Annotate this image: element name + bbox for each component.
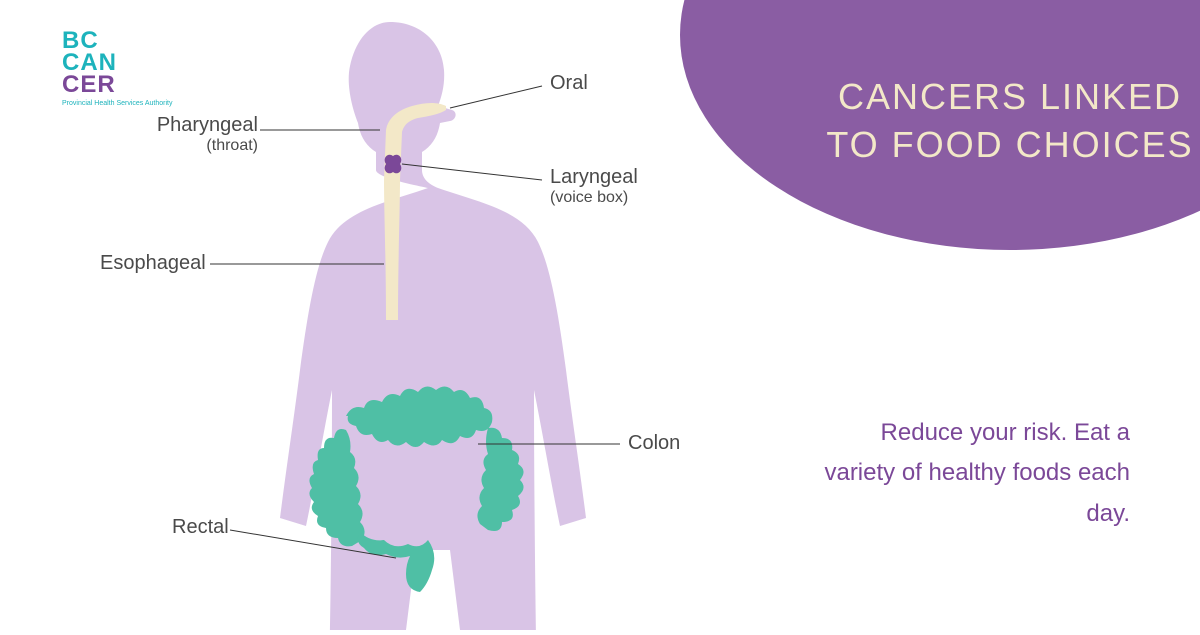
title-line-1: CANCERS LINKED [838, 76, 1182, 117]
title-line-2: TO FOOD CHOICES [826, 124, 1193, 165]
label-oral: Oral [550, 72, 588, 95]
label-laryngeal-sub: (voice box) [550, 189, 638, 207]
label-laryngeal: Laryngeal (voice box) [550, 166, 638, 207]
tagline-text: Reduce your risk. Eat a variety of healt… [820, 413, 1130, 535]
label-esophageal: Esophageal [100, 252, 206, 275]
label-pharyngeal-text: Pharyngeal [157, 114, 258, 136]
label-laryngeal-text: Laryngeal [550, 166, 638, 188]
body-diagram: Oral Pharyngeal (throat) Laryngeal (voic… [90, 10, 670, 630]
label-pharyngeal: Pharyngeal (throat) [150, 114, 258, 155]
label-colon: Colon [628, 432, 680, 455]
larynx-icon [385, 155, 402, 174]
label-rectal: Rectal [172, 516, 229, 539]
title-text: CANCERS LINKED TO FOOD CHOICES [826, 73, 1193, 170]
title-bubble: CANCERS LINKED TO FOOD CHOICES [680, 0, 1200, 250]
label-pharyngeal-sub: (throat) [150, 137, 258, 155]
